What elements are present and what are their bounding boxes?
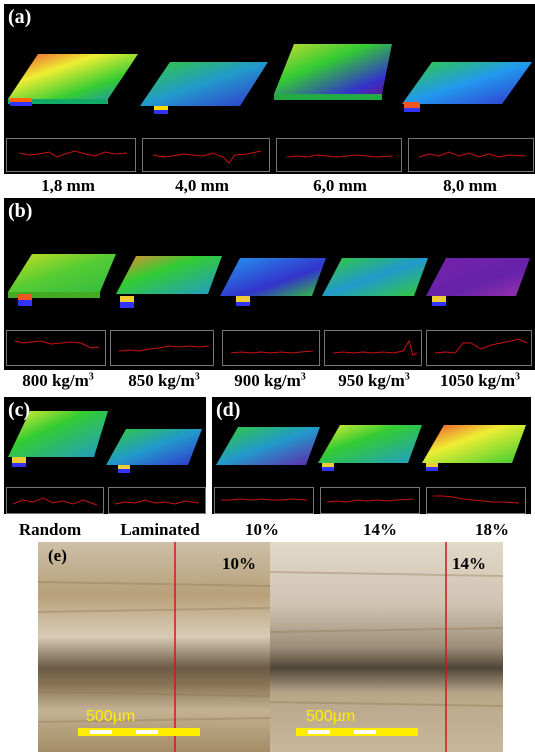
panel-a-profile-1 — [6, 138, 136, 172]
panel-b-caption-4: 950 kg/m3 — [322, 371, 426, 391]
panel-a-surface-4 — [402, 62, 532, 112]
panel-d-caption-3: 18% — [475, 520, 509, 539]
panel-b-caption-1-sup: 3 — [88, 371, 94, 383]
panel-d-profile-3 — [426, 487, 526, 514]
panel-c-surface-2 — [106, 429, 202, 473]
panel-a-surface-2 — [140, 62, 268, 114]
panel-d-profile-1 — [214, 487, 314, 514]
panel-b-profile-5 — [426, 330, 532, 366]
panel-a-caption-3: 6,0 mm — [313, 176, 367, 195]
panel-b-caption-4-text: 950 kg/m — [338, 371, 405, 390]
panel-b-caption-5-text: 1050 kg/m — [439, 371, 516, 390]
panel-b-label: (b) — [8, 200, 33, 222]
panel-e-label: (e) — [48, 546, 67, 565]
panel-b-surface-2 — [116, 256, 222, 308]
panel-e-scale-bar-right: 500µm — [306, 708, 356, 725]
panel-b-caption-3: 900 kg/m3 — [218, 371, 322, 391]
panel-a-caption-2: 4,0 mm — [175, 176, 229, 195]
panel-b-profile-1 — [6, 330, 106, 366]
panel-b-caption-1: 800 kg/m3 — [6, 371, 110, 391]
panel-d-caption-2: 14% — [363, 520, 397, 539]
panel-d-surface-3 — [422, 425, 526, 471]
panel-b-caption-5: 1050 kg/m3 — [426, 371, 534, 391]
panel-c-surface-1 — [8, 411, 108, 467]
panel-e-left-tag: 10% — [222, 554, 256, 573]
panel-b-profile-3 — [222, 330, 320, 366]
panel-b-caption-5-sup: 3 — [515, 371, 521, 383]
panel-a-label: (a) — [8, 6, 32, 28]
panel-d-surface-1 — [216, 427, 320, 465]
panel-b-caption-2-sup: 3 — [194, 371, 200, 383]
panel-e-scale-bar-left: 500µm — [86, 708, 136, 725]
panel-a-caption-4: 8,0 mm — [443, 176, 497, 195]
panel-a-surface-3 — [274, 44, 392, 100]
panel-d-label: (d) — [216, 399, 241, 421]
panel-e-micrograph — [38, 542, 503, 752]
panel-b-caption-3-sup: 3 — [300, 371, 306, 383]
panel-d-surface-2 — [318, 425, 422, 471]
panel-c-profile-2 — [108, 487, 206, 514]
panel-c-caption-2: Laminated — [120, 520, 200, 539]
panel-b-caption-4-sup: 3 — [404, 371, 410, 383]
panel-e: (e) 10% 14% 500µm 500µm — [38, 542, 503, 752]
panel-b-surface-5 — [426, 258, 530, 306]
panel-b-caption-2-text: 850 kg/m — [128, 371, 195, 390]
panel-b-surface-4 — [322, 258, 428, 296]
panel-d-profile-2 — [320, 487, 420, 514]
panel-a-profile-4 — [408, 138, 534, 172]
panel-b-profile-4 — [324, 330, 422, 366]
panel-b-surface-1 — [8, 254, 116, 306]
panel-e-right-tag: 14% — [452, 554, 486, 573]
panel-c-label: (c) — [8, 399, 31, 421]
panel-b-surface-3 — [220, 258, 326, 306]
panel-c-profile-1 — [6, 487, 104, 514]
panel-c-caption-1: Random — [18, 520, 82, 539]
panel-b-caption-1-text: 800 kg/m — [22, 371, 89, 390]
panel-a-profile-3 — [276, 138, 402, 172]
panel-b-caption-2: 850 kg/m3 — [112, 371, 216, 391]
panel-a-surface-1 — [8, 54, 138, 106]
panel-d-caption-1: 10% — [245, 520, 279, 539]
panel-c: (c) — [4, 397, 206, 514]
panel-a-caption-1: 1,8 mm — [41, 176, 95, 195]
panel-a-profile-2 — [142, 138, 270, 172]
panel-d: (d) — [212, 397, 531, 514]
panel-b-profile-2 — [110, 330, 214, 366]
panel-b-caption-3-text: 900 kg/m — [234, 371, 301, 390]
